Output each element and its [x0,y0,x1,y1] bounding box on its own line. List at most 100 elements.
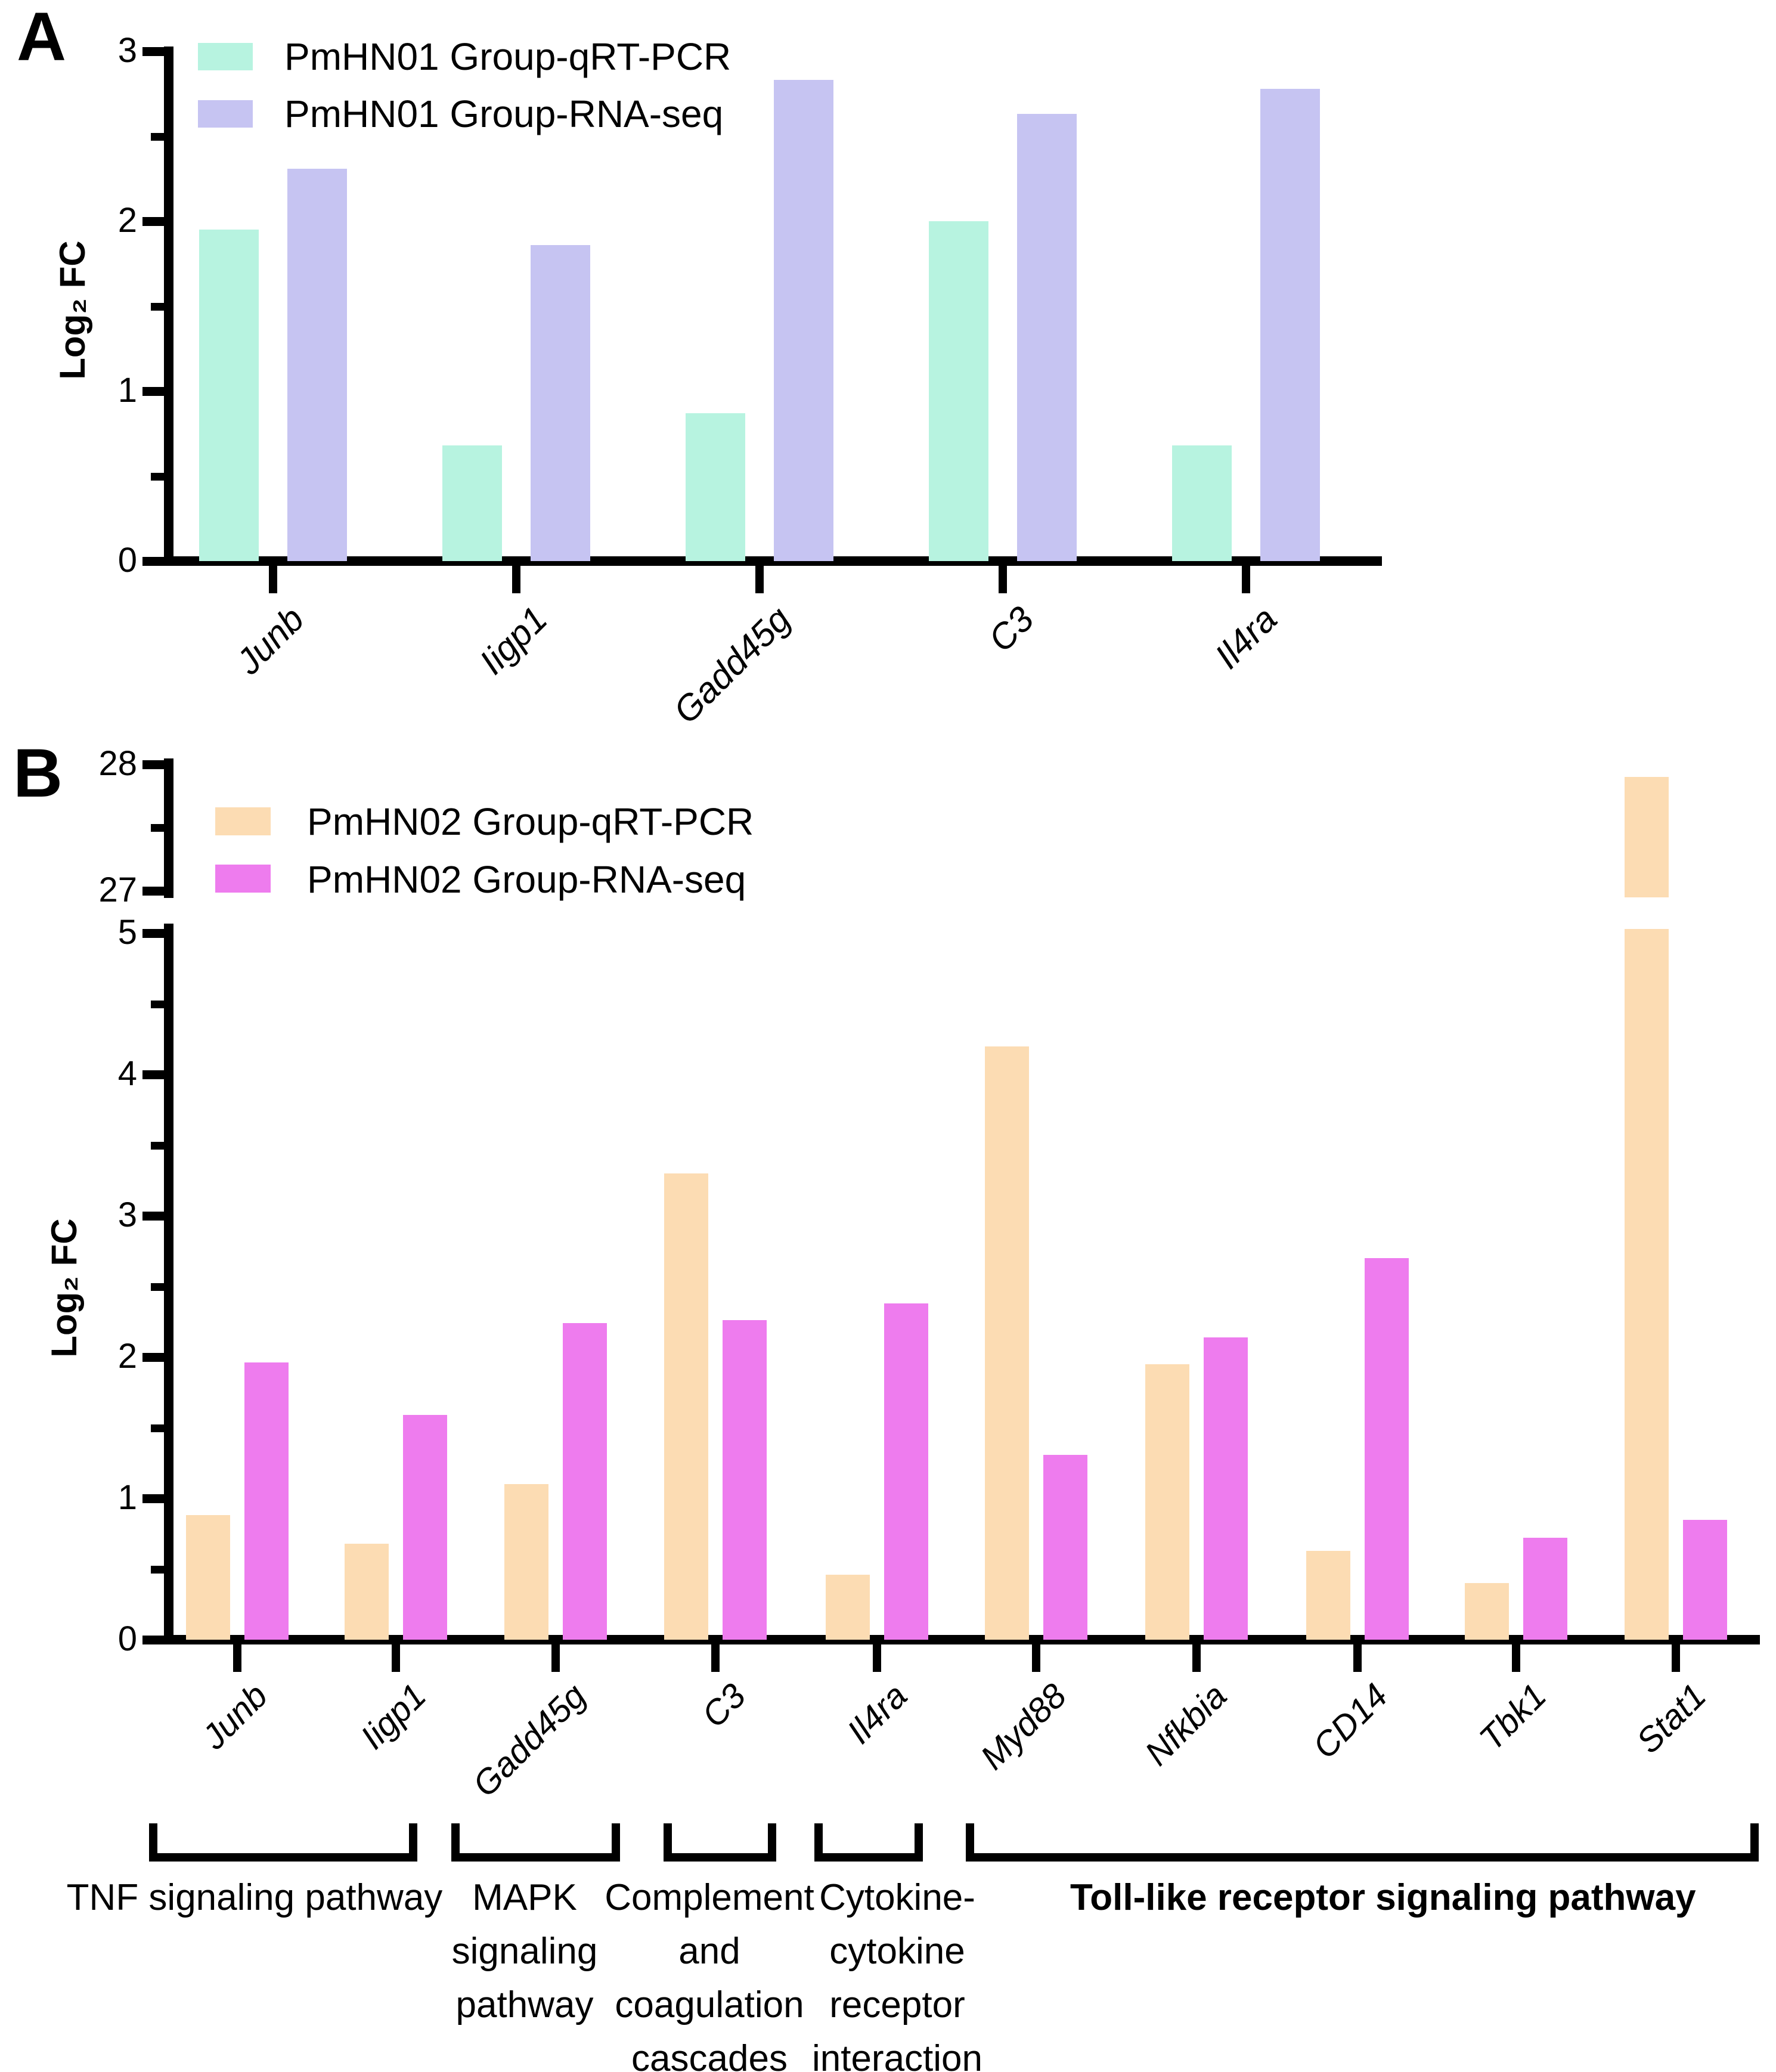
pathway-label-line: cytokine [829,1931,965,1972]
pathway-label-line: Toll-like receptor signaling pathway [1070,1877,1696,1918]
panel-a-y-tick-label: 3 [117,31,137,70]
panel-b-bar [985,1046,1029,1640]
panel-b-bar-segment-lower [1625,929,1669,1640]
pathway-bracket-cap-left [814,1823,823,1862]
pathway-bracket-bar [664,1853,776,1862]
pathway-label-line: coagulation [615,1984,804,2025]
panel-b-bar [826,1574,870,1640]
panel-b-y-tick-label: 2 [117,1337,137,1376]
panel-b-y-tick [142,1070,166,1079]
pathway-bracket-cap-right [915,1823,923,1862]
panel-b-y-minor-tick [151,1424,166,1432]
panel-b-x-tick [551,1644,560,1672]
panel-a-bar [929,221,988,561]
panel-a-bar [686,413,745,561]
pathway-bracket-cap-left [149,1823,157,1862]
legend-swatch-pmhn01-qrtpcr [198,43,253,70]
panel-b-bar [186,1515,230,1640]
pathway-label-line: TNF signaling pathway [66,1877,443,1918]
pathway-bracket-cap-left [966,1823,974,1862]
pathway-label-line: and [678,1931,740,1972]
legend-swatch-pmhn01-rnaseq [198,100,253,128]
legend-label-pmhn02-rnaseq: PmHN02 Group-RNA-seq [307,858,746,901]
panel-b-x-tick [1353,1644,1362,1672]
panel-b-bar [1683,1519,1727,1640]
panel-b-y-minor-tick [151,1283,166,1291]
panel-b-y-minor-tick [151,1000,166,1008]
panel-a-y-tick [142,557,166,566]
legend-label-pmhn02-qrtpcr: PmHN02 Group-qRT-PCR [307,800,754,843]
panel-a-y-tick [142,47,166,56]
pathway-label-line: Cytokine- [819,1877,975,1918]
panel-b-y-tick-label: 28 [98,744,137,783]
panel-b-y-tick [142,1212,166,1221]
panel-a-y-minor-tick [151,472,166,481]
panel-a-y-tick [142,387,166,396]
panel-b-x-tick [873,1644,881,1672]
panel-b-bar [403,1415,447,1640]
legend-swatch-pmhn02-qrtpcr [215,807,271,835]
panel-b-bar [345,1543,389,1640]
panel-b-bar-segment-upper [1625,777,1669,897]
panel-b-y-axis [164,924,173,1644]
panel-a-x-tick [1242,566,1250,593]
panel-b-y-tick-label: 4 [117,1054,137,1093]
panel-b-x-tick [392,1644,400,1672]
panel-b-y-tick-label: 27 [98,871,137,909]
panel-b-bar [723,1320,767,1640]
panel-a-y-minor-tick [151,302,166,311]
pathway-bracket-cap-right [1750,1823,1759,1862]
pathway-label-line: Complement [605,1877,814,1918]
panel-b-bar [1306,1550,1350,1640]
panel-b-bar [664,1173,708,1640]
pathway-label-line: signaling [451,1931,598,1972]
pathway-bracket-bar [149,1853,417,1862]
panel-a-y-tick-label: 0 [117,541,137,580]
panel-a-bar [1260,88,1320,561]
panel-a-bar [774,80,833,561]
pathway-label-line: cascades [631,2038,788,2072]
panel-a-y-tick [142,217,166,226]
panel-b-y-axis-upper [164,758,173,898]
panel-b-x-tick [1672,1644,1680,1672]
pathway-bracket-cap-left [451,1823,460,1862]
panel-a-x-category-label: Junb [228,599,312,682]
panel-b-y-tick-label: 1 [117,1478,137,1517]
panel-a-y-tick-label: 1 [117,371,137,410]
panel-b-y-tick [142,1636,166,1644]
pathway-label-line: interaction [811,2038,983,2072]
pathway-bracket-cap-right [768,1823,776,1862]
legend-label-pmhn01-qrtpcr: PmHN01 Group-qRT-PCR [284,35,732,78]
panel-b-x-tick [233,1644,241,1672]
panel-a-bar [199,230,259,561]
panel-a-bar [1172,445,1232,561]
panel-a-bar [1017,114,1077,561]
panel-a-y-tick-label: 2 [117,201,137,240]
panel-a-y-axis [164,47,173,566]
panel-a-x-tick [755,566,764,593]
panel-b-x-tick [1512,1644,1520,1672]
panel-b-bar [884,1303,928,1640]
panel-b-y-minor-tick [151,1565,166,1574]
panel-b-bar [1204,1337,1248,1640]
pathway-label-line: pathway [455,1984,594,2025]
panel-a-x-category-label: Il4ra [1207,599,1285,677]
panel-b-y-tick [142,887,166,896]
legend-swatch-pmhn02-rnaseq [215,865,271,893]
panel-a-x-tick [512,566,520,593]
panel-a-y-minor-tick [151,132,166,141]
panel-b-bar [1365,1258,1409,1640]
panel-a-x-tick [269,566,277,593]
panel-a-x-category-label: C3 [981,599,1042,659]
panel-b-y-tick [142,760,166,769]
panel-b-y-tick-label: 5 [117,913,137,952]
panel-b-bar [504,1484,548,1640]
panel-b-bar [244,1362,289,1640]
pathway-bracket-bar [966,1853,1759,1862]
panel-b-y-tick-label: 0 [117,1619,137,1658]
pathway-bracket-bar [814,1853,923,1862]
panel-b-x-tick [711,1644,720,1672]
pathway-bracket-cap-right [612,1823,620,1862]
panel-a-bar [442,445,502,561]
